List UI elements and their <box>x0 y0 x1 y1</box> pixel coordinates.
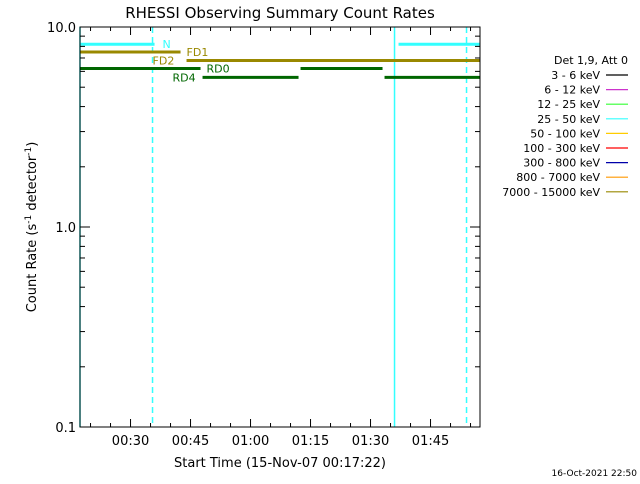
flag-label-fd2: FD2 <box>153 54 175 67</box>
plot-area: N FD1 FD2 RD0 RD4 <box>79 27 480 427</box>
flag-label-fd1: FD1 <box>187 46 209 59</box>
legend-entry-label: 25 - 50 keV <box>537 113 600 126</box>
y-tick-label: 0.1 <box>55 421 76 436</box>
legend-entry-label: 50 - 100 keV <box>530 127 600 140</box>
legend-entry-label: 800 - 7000 keV <box>516 171 600 184</box>
legend-entry-label: 6 - 12 keV <box>544 84 600 97</box>
y-tick-label: 1.0 <box>55 221 76 236</box>
legend-header: Det 1,9, Att 0 <box>554 54 628 67</box>
flag-label-rd0: RD0 <box>207 63 230 76</box>
y-axis: 0.1 1.0 10.0 <box>47 21 480 436</box>
plot-frame <box>79 26 481 428</box>
legend-entry-label: 12 - 25 keV <box>537 98 600 111</box>
y-tick-label: 10.0 <box>47 21 76 36</box>
y-axis-label: Count Rate (s-1 detector-1) <box>24 142 40 313</box>
chart-title: RHESSI Observing Summary Count Rates <box>125 4 435 22</box>
flag-label-n: N <box>163 38 171 51</box>
legend-entry-label: 100 - 300 keV <box>523 142 600 155</box>
x-tick-label: 01:00 <box>232 434 269 449</box>
legend-entry-label: 7000 - 15000 keV <box>502 186 600 199</box>
x-tick-label: 01:30 <box>352 434 389 449</box>
legend-entry-label: 300 - 800 keV <box>523 157 600 170</box>
flag-label-rd4: RD4 <box>173 71 196 84</box>
x-axis-label: Start Time (15-Nov-07 00:17:22) <box>174 456 386 471</box>
x-tick-label: 01:45 <box>412 434 449 449</box>
timestamp: 16-Oct-2021 22:50 <box>552 469 638 479</box>
x-tick-label: 00:30 <box>112 434 149 449</box>
x-tick-label: 01:15 <box>292 434 329 449</box>
legend-entry-label: 3 - 6 keV <box>551 69 600 82</box>
x-axis: 00:30 00:45 01:00 01:15 01:30 01:45 <box>90 27 472 449</box>
x-tick-label: 00:45 <box>172 434 209 449</box>
